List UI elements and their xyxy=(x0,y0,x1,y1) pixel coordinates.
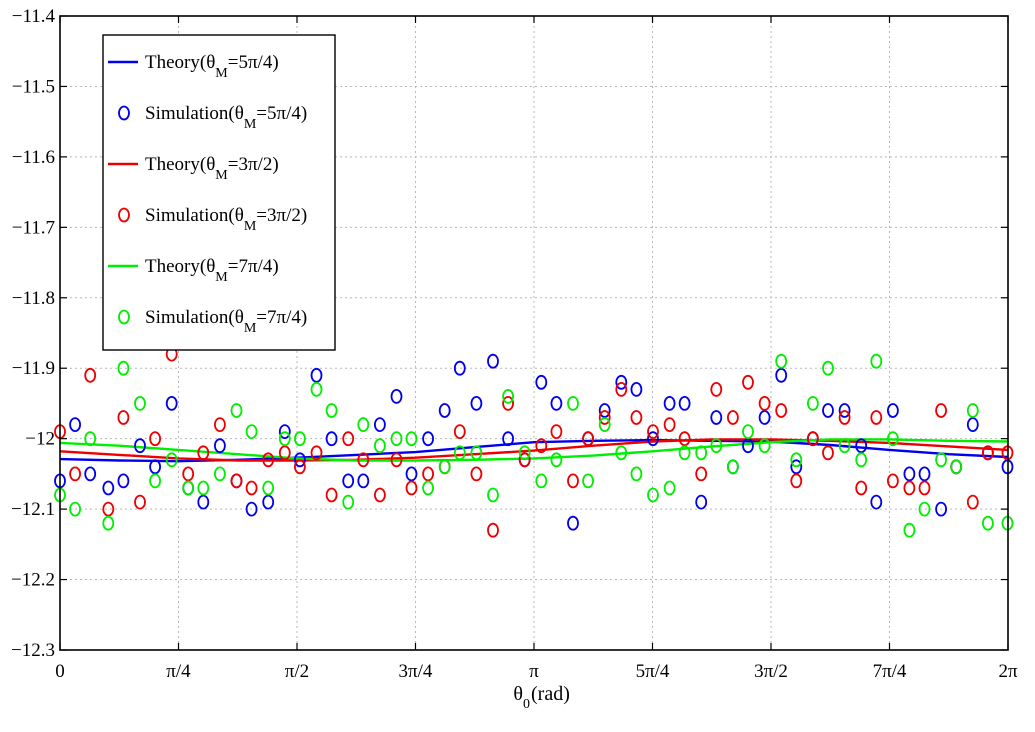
x-tick-label: 5π/4 xyxy=(636,661,670,682)
y-tick-label: −11.6 xyxy=(12,147,55,168)
y-tick-label: −11.8 xyxy=(12,288,55,309)
y-tick-label: −12 xyxy=(25,429,55,450)
y-tick-label: −11.5 xyxy=(12,76,55,97)
legend: Theory(θM=5π/4) Simulation(θM=5π/4) Theory… xyxy=(103,35,335,350)
y-tick-label: −12.2 xyxy=(11,570,55,591)
x-tick-label: 7π/4 xyxy=(873,661,907,682)
x-tick-label: π xyxy=(529,661,539,682)
x-axis-label-subscript: 0 xyxy=(523,697,530,712)
y-tick-label: −11.7 xyxy=(12,217,55,238)
x-tick-label: π/2 xyxy=(285,661,309,682)
x-tick-label: π/4 xyxy=(166,661,191,682)
x-tick-label: 0 xyxy=(55,661,65,682)
x-axis-label-unit: (rad) xyxy=(531,683,570,705)
x-tick-label: 3π/2 xyxy=(754,661,788,682)
y-tick-label: −11.4 xyxy=(12,6,56,27)
x-tick-label: 2π xyxy=(998,661,1018,682)
x-tick-label: 3π/4 xyxy=(399,661,433,682)
legend-box xyxy=(103,35,335,350)
x-axis-label: θ xyxy=(513,683,523,705)
y-tick-label: −12.3 xyxy=(11,640,55,661)
y-tick-label: −11.9 xyxy=(12,358,55,379)
chart-svg: 0 π/4 π/2 3π/4 π 5π/4 3π/2 7π/4 2π −11.4 −11.5 −11… xyxy=(0,0,1035,732)
y-tick-label: −12.1 xyxy=(11,499,55,520)
